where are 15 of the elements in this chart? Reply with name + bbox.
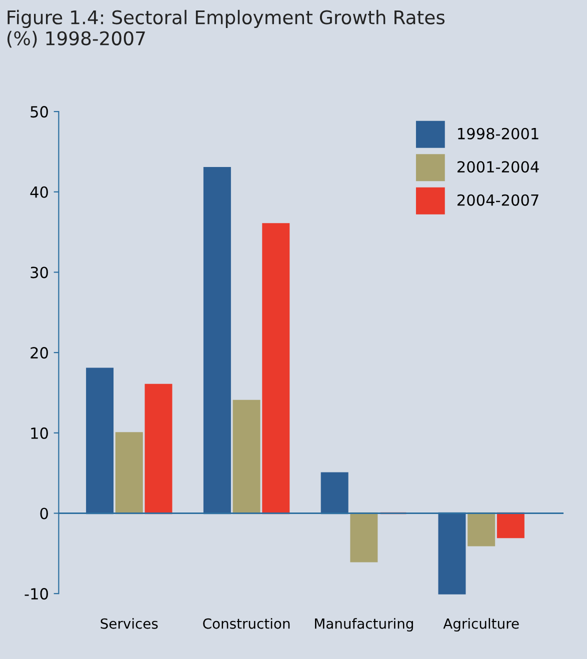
x-tick-label: Services bbox=[100, 618, 158, 629]
legend-label: 2001-2004 bbox=[458, 161, 539, 173]
y-tick-label: 50 bbox=[30, 106, 48, 118]
y-tick-label: 30 bbox=[30, 266, 48, 278]
legend-label: 2004-2007 bbox=[458, 194, 538, 206]
y-tick-label: 20 bbox=[30, 347, 48, 359]
x-tick-label: Construction bbox=[203, 618, 290, 629]
legend-label: 1998-2001 bbox=[458, 128, 538, 140]
y-tick-label: 0 bbox=[40, 508, 48, 520]
x-tick-label: Manufacturing bbox=[315, 618, 413, 632]
y-tick-label: 10 bbox=[31, 427, 48, 439]
y-tick-label: -10 bbox=[24, 588, 48, 600]
y-tick-label: 40 bbox=[30, 186, 48, 198]
x-tick-label: Agriculture bbox=[443, 618, 519, 632]
chart-title: Figure 1.4: Sectoral Employment Growth Rates (%) 1998-2007 bbox=[7, 10, 445, 48]
